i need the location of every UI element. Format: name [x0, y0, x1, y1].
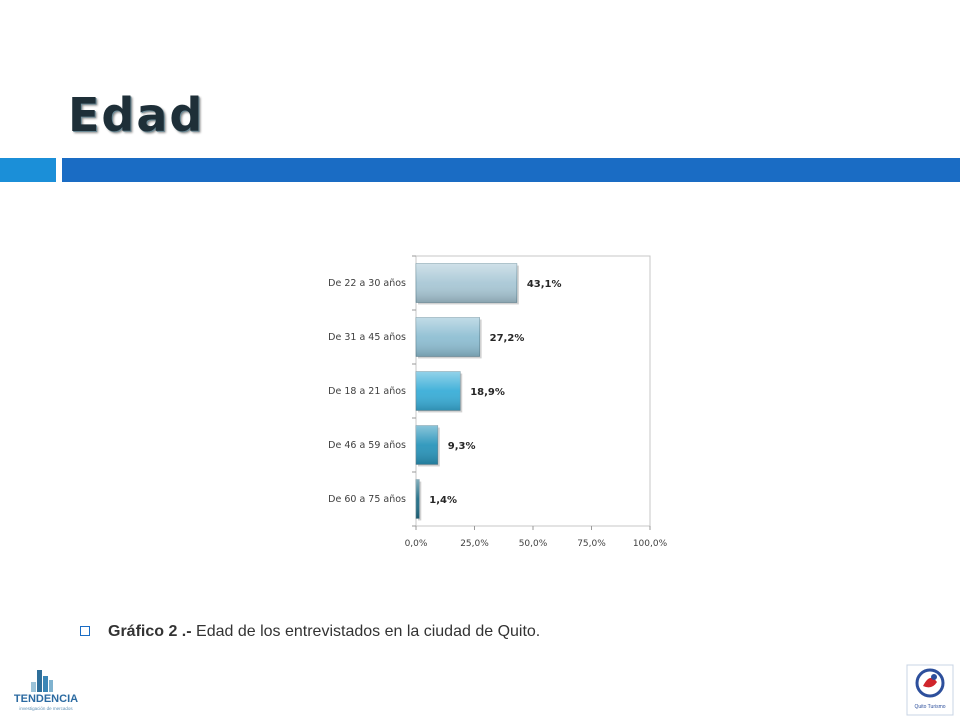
x-tick-label: 100,0% — [633, 539, 668, 549]
caption-text: Edad de los entrevistados en la ciudad d… — [191, 623, 541, 640]
category-label: De 60 a 75 años — [328, 494, 406, 505]
data-label: 9,3% — [448, 441, 476, 452]
x-tick-label: 0,0% — [405, 539, 428, 549]
tendencia-logo-subtext: investigación de mercados — [19, 706, 73, 711]
data-label: 43,1% — [527, 279, 562, 290]
slide-title: Edad — [68, 88, 205, 142]
bar-highlight — [416, 479, 420, 519]
category-label: De 31 a 45 años — [328, 332, 406, 343]
bar-highlight — [416, 317, 480, 357]
data-label: 27,2% — [490, 333, 525, 344]
category-label: De 46 a 59 años — [328, 440, 406, 451]
bullet-icon — [80, 625, 90, 636]
header-band-left — [0, 158, 56, 182]
bar-highlight — [416, 425, 438, 465]
tendencia-logo-text: TENDENCIA — [14, 693, 78, 705]
category-label: De 18 a 21 años — [328, 386, 406, 397]
quito-logo-text: Quito Turismo — [914, 704, 945, 710]
x-tick-label: 25,0% — [460, 539, 489, 549]
tendencia-logo: TENDENCIA investigación de mercados — [14, 670, 78, 711]
chart-caption: Gráfico 2 .- Edad de los entrevistados e… — [80, 623, 540, 641]
data-label: 18,9% — [470, 387, 505, 398]
caption-label: Gráfico 2 .- — [108, 623, 192, 640]
header-band-right — [62, 158, 960, 182]
bar-shadow — [418, 481, 422, 521]
bar-highlight — [416, 263, 517, 303]
x-tick-label: 75,0% — [577, 539, 606, 549]
quito-turismo-logo: Quito Turismo — [906, 664, 954, 716]
x-tick-label: 50,0% — [519, 539, 548, 549]
data-label: 1,4% — [429, 495, 457, 506]
category-label: De 22 a 30 años — [328, 278, 406, 289]
bar-highlight — [416, 371, 461, 411]
age-bar-chart: 0,0% 25,0% 50,0% 75,0% 100,0% De 22 a 30 años… — [328, 255, 668, 549]
